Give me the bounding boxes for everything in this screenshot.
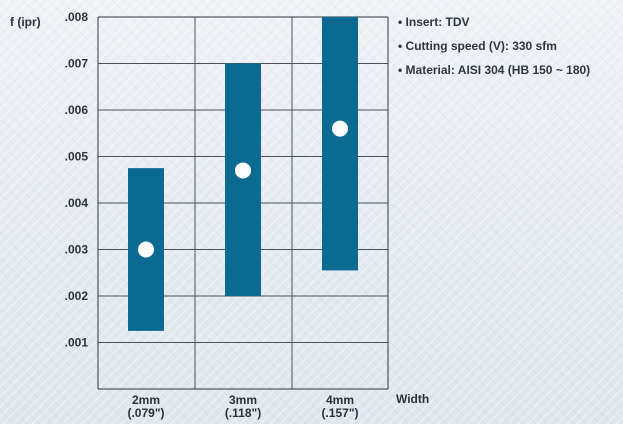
y-tick-label: .002 <box>65 289 89 303</box>
chart-notes: • Insert: TDV • Cutting speed (V): 330 s… <box>398 15 590 77</box>
x-tick-label-2mm: 2mm <box>132 393 160 407</box>
y-tick-label: .008 <box>65 10 89 24</box>
range-bar <box>322 17 358 271</box>
mean-point <box>235 162 251 179</box>
y-tick-label: .006 <box>65 103 89 117</box>
mean-point <box>138 241 154 258</box>
chart-bars <box>128 17 358 331</box>
x-tick-sub-4mm: (.157") <box>321 406 358 420</box>
y-axis-ticks: .001 .002 .003 .004 .005 .006 .007 .008 <box>65 10 89 350</box>
y-tick-label: .007 <box>65 57 89 71</box>
x-tick-label-3mm: 3mm <box>229 393 257 407</box>
x-axis-label: Width <box>396 392 429 406</box>
y-tick-label: .004 <box>65 196 89 210</box>
x-tick-sub-3mm: (.118") <box>225 406 261 420</box>
x-tick-sub-2mm: (.079") <box>127 406 164 420</box>
y-tick-label: .005 <box>65 150 89 164</box>
x-axis-labels: 2mm (.079") 3mm (.118") 4mm (.157") Widt… <box>127 392 429 420</box>
mean-point <box>332 120 348 137</box>
range-bar <box>225 63 261 296</box>
y-tick-label: .001 <box>65 336 89 350</box>
note-material: • Material: AISI 304 (HB 150 ~ 180) <box>398 63 590 77</box>
y-tick-label: .003 <box>65 243 89 257</box>
note-insert: • Insert: TDV <box>398 15 470 29</box>
y-axis-label: f (ipr) <box>10 15 41 29</box>
chart-points <box>138 120 348 258</box>
note-cutting-speed: • Cutting speed (V): 330 sfm <box>398 39 557 53</box>
x-tick-label-4mm: 4mm <box>326 393 354 407</box>
